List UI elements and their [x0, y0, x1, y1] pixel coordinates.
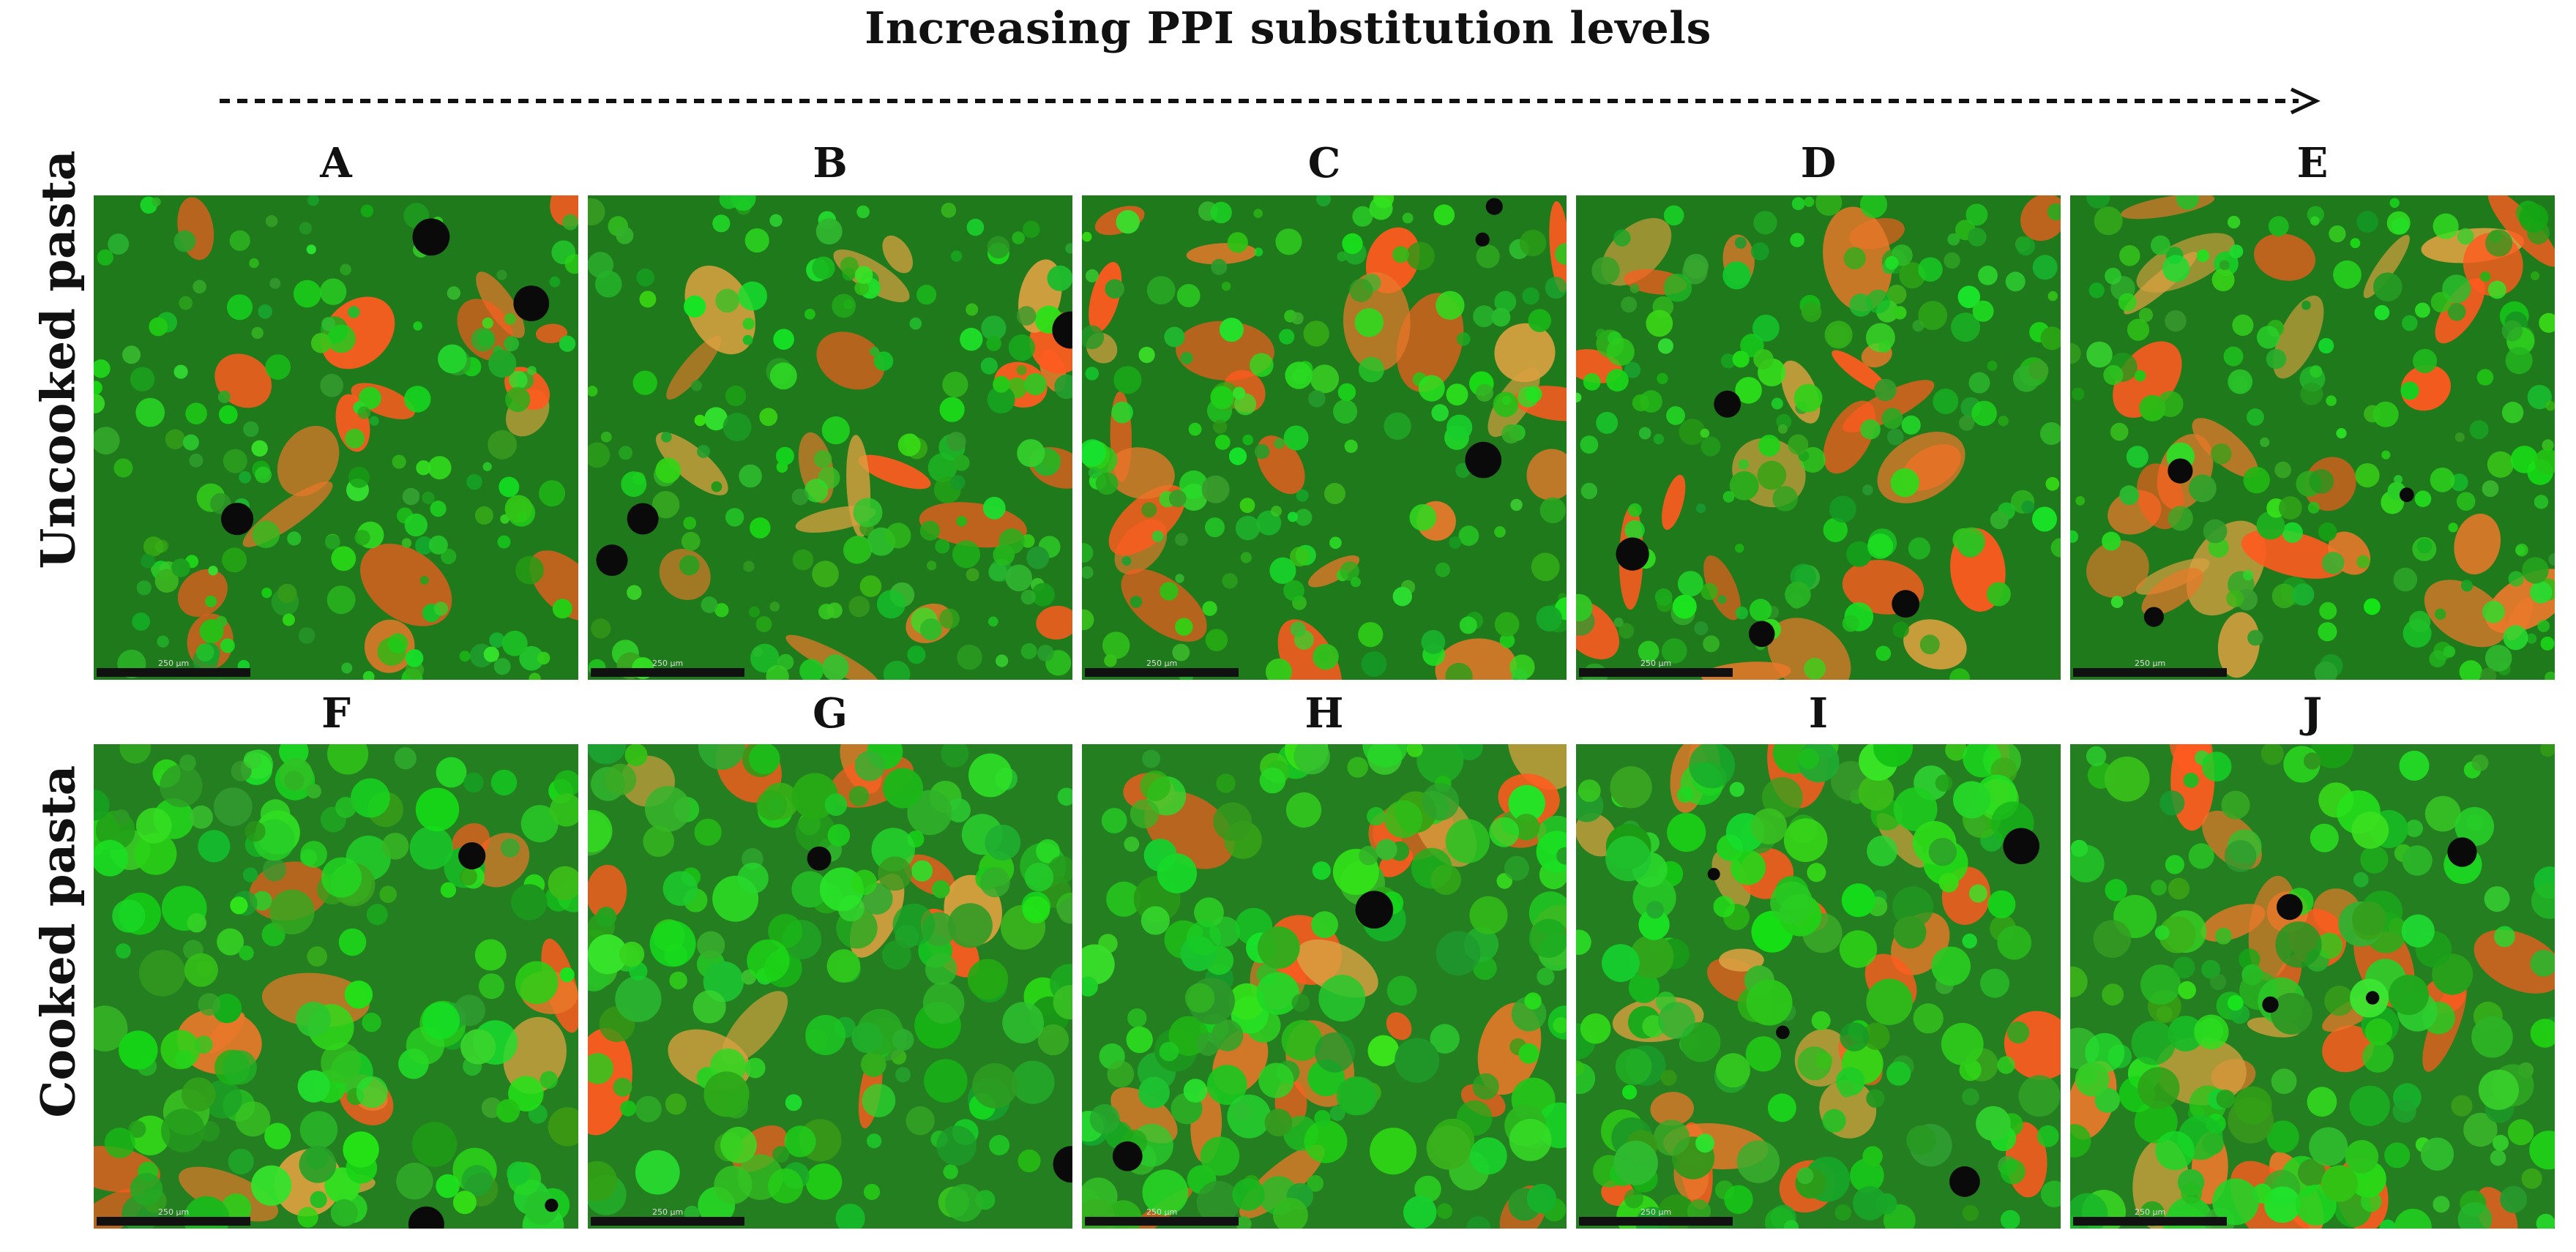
scale-bar	[1085, 1217, 1239, 1226]
micrograph-panel-b: 250 µm	[588, 195, 1072, 680]
row-label-cooked: Cooked pasta	[31, 765, 86, 1118]
micrograph-image	[1082, 744, 1567, 1229]
scale-bar-label: 250 µm	[1146, 659, 1178, 668]
scale-bar-label: 250 µm	[2135, 659, 2166, 668]
panel-label-h: H	[1304, 689, 1344, 738]
micrograph-image	[94, 195, 578, 680]
row-label-uncooked: Uncooked pasta	[31, 150, 86, 569]
panel-label-g: G	[813, 689, 848, 738]
micrograph-image	[2070, 195, 2555, 680]
micrograph-panel-c: 250 µm	[1082, 195, 1567, 680]
micrograph-panel-f: 250 µm	[94, 744, 578, 1229]
scale-bar	[1085, 668, 1239, 677]
panel-label-e: E	[2296, 139, 2329, 187]
micrograph-image	[588, 744, 1072, 1229]
micrograph-image	[2070, 744, 2555, 1229]
micrograph-image	[1576, 744, 2061, 1229]
scale-bar	[1579, 1217, 1733, 1226]
scale-bar	[1579, 668, 1733, 677]
micrograph-image	[1082, 195, 1567, 680]
scale-bar-label: 250 µm	[1640, 659, 1672, 668]
scale-bar	[591, 1217, 744, 1226]
scale-bar-label: 250 µm	[158, 659, 190, 668]
scale-bar-label: 250 µm	[2135, 1207, 2166, 1217]
scale-bar	[2073, 668, 2227, 677]
micrograph-image	[588, 195, 1072, 680]
micrograph-panel-g: 250 µm	[588, 744, 1072, 1229]
scale-bar	[591, 668, 744, 677]
scale-bar-label: 250 µm	[652, 659, 684, 668]
figure-title: Increasing PPI substitution levels	[865, 3, 1711, 54]
micrograph-image	[1576, 195, 2061, 680]
scale-bar-label: 250 µm	[158, 1207, 190, 1217]
scale-bar-label: 250 µm	[1640, 1207, 1672, 1217]
panel-label-j: J	[2302, 689, 2323, 738]
panel-label-d: D	[1800, 139, 1837, 187]
panel-label-a: A	[320, 139, 352, 187]
micrograph-panel-e: 250 µm	[2070, 195, 2555, 680]
panel-label-c: C	[1307, 139, 1341, 187]
scale-bar-label: 250 µm	[1146, 1207, 1178, 1217]
panel-label-f: F	[321, 689, 351, 738]
micrograph-panel-i: 250 µm	[1576, 744, 2061, 1229]
micrograph-panel-d: 250 µm	[1576, 195, 2061, 680]
dashed-arrow-icon	[220, 86, 2321, 116]
panel-label-b: B	[813, 139, 848, 187]
scale-bar	[2073, 1217, 2227, 1226]
scale-bar-label: 250 µm	[652, 1207, 684, 1217]
scale-bar	[97, 668, 250, 677]
micrograph-image	[94, 744, 578, 1229]
scale-bar	[97, 1217, 250, 1226]
micrograph-panel-a: 250 µm	[94, 195, 578, 680]
micrograph-panel-j: 250 µm	[2070, 744, 2555, 1229]
panel-label-i: I	[1808, 689, 1829, 738]
micrograph-panel-h: 250 µm	[1082, 744, 1567, 1229]
